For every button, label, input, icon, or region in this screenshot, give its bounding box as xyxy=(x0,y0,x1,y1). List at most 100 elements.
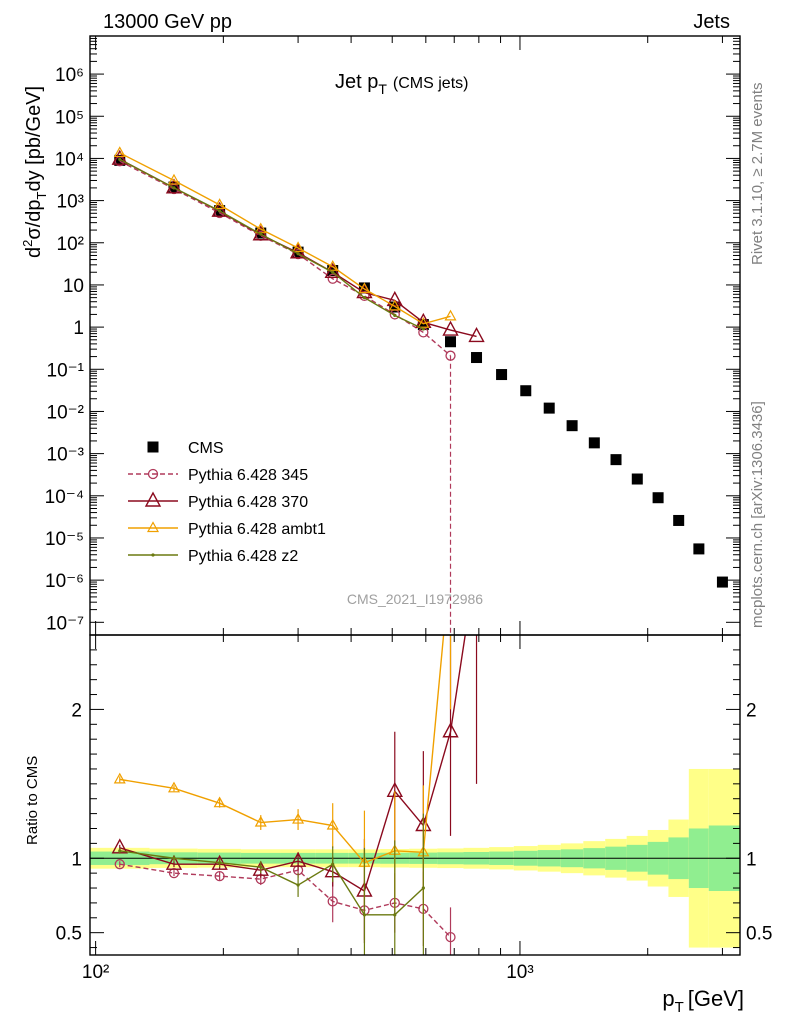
point-pythia-6-428-ambt1 xyxy=(167,173,181,185)
y-tick-label: 10⁵ xyxy=(55,107,84,128)
y-tick-label: 10⁻² xyxy=(47,402,85,423)
y-tick-label: 10⁻⁶ xyxy=(45,571,84,592)
point-pythia-6-428-ambt1 xyxy=(326,260,339,271)
ratio-y-tick-label-right: 2 xyxy=(746,700,757,721)
point-pythia-6-428-z2 xyxy=(172,186,176,190)
point-cms xyxy=(610,454,622,466)
point-pythia-6-428-370 xyxy=(111,149,128,165)
y-axis-label-top: d2σ/dpTdy [pb/GeV] xyxy=(20,86,49,258)
point-pythia-6-428-z2 xyxy=(331,270,335,274)
legend-marker xyxy=(147,441,159,453)
point-cms xyxy=(652,492,664,504)
point-pythia-6-428-ambt1 xyxy=(213,198,226,210)
point-pythia-6-428-ambt1 xyxy=(113,146,126,158)
ratio-y-tick-label-right: 1 xyxy=(746,849,757,870)
legend-label: Pythia 6.428 370 xyxy=(188,494,308,511)
side-label-rivet: Rivet 3.1.10, ≥ 2.7M events xyxy=(749,83,766,266)
point-cms xyxy=(693,543,705,555)
legend-marker xyxy=(144,491,162,507)
ratio-point-pythia-6-428-370 xyxy=(442,722,459,738)
point-cms xyxy=(496,369,508,381)
ratio-y-tick-label: 0.5 xyxy=(56,924,82,945)
ratio-line-pythia-6-428-ambt1 xyxy=(119,635,445,864)
ratio-point-pythia-6-428-z2 xyxy=(296,883,300,887)
ratio-plot-series xyxy=(111,553,484,955)
point-pythia-6-428-370 xyxy=(468,326,485,343)
ratio-point-pythia-6-428-z2 xyxy=(393,913,397,917)
point-pythia-6-428-370 xyxy=(442,320,459,336)
x-tick-label: 10² xyxy=(82,962,109,983)
ratio-point-pythia-6-428-ambt1 xyxy=(326,818,339,830)
legend: CMS Pythia 6.428 345 Pythia 6.428 370 Pythi… xyxy=(128,440,326,565)
main-frame xyxy=(89,35,741,636)
x-tick-label: 10³ xyxy=(506,962,533,983)
legend-label: CMS xyxy=(188,440,224,457)
legend-marker xyxy=(151,553,155,557)
point-pythia-6-428-z2 xyxy=(118,157,122,161)
point-pythia-6-428-370 xyxy=(386,290,403,307)
ratio-point-pythia-6-428-z2 xyxy=(259,865,263,869)
ratio-point-pythia-6-428-345 xyxy=(327,896,338,907)
y-tick-label: 10⁻¹ xyxy=(47,360,85,381)
point-cms xyxy=(520,385,532,397)
point-pythia-6-428-z2 xyxy=(259,232,263,236)
legend-marker xyxy=(146,521,160,533)
point-pythia-6-428-ambt1 xyxy=(388,299,401,311)
point-cms xyxy=(588,437,600,449)
point-cms xyxy=(566,420,578,432)
header-left: 13000 GeV pp xyxy=(103,11,232,33)
y-tick-label: 10⁻⁴ xyxy=(45,487,84,508)
y-tick-label: 1 xyxy=(73,318,84,339)
point-cms xyxy=(716,576,728,588)
x-axis-label: pT [GeV] xyxy=(662,986,744,1016)
legend-marker xyxy=(147,468,159,480)
ratio-point-pythia-6-428-z2 xyxy=(421,886,425,890)
point-pythia-6-428-z2 xyxy=(393,313,397,317)
header-right: Jets xyxy=(693,11,730,33)
ratio-point-pythia-6-428-ambt1 xyxy=(167,781,181,793)
legend-label: Pythia 6.428 z2 xyxy=(188,548,298,565)
ratio-point-pythia-6-428-z2 xyxy=(172,856,176,860)
point-cms xyxy=(417,319,429,331)
ratio-point-pythia-6-428-z2 xyxy=(362,913,367,917)
ratio-point-pythia-6-428-ambt1 xyxy=(213,796,226,808)
point-cms xyxy=(471,352,483,364)
main-plot-series xyxy=(111,146,728,635)
ratio-point-pythia-6-428-ambt1 xyxy=(292,812,305,824)
point-pythia-6-428-z2 xyxy=(362,296,367,300)
plot-title: Jet pT (CMS jets) xyxy=(335,71,468,97)
ratio-point-pythia-6-428-345 xyxy=(445,931,456,943)
point-pythia-6-428-ambt1 xyxy=(417,317,430,328)
point-pythia-6-428-ambt1 xyxy=(444,309,457,321)
ratio-y-tick-label: 1 xyxy=(71,849,82,870)
ratio-point-pythia-6-428-345 xyxy=(114,859,125,870)
ratio-point-pythia-6-428-370 xyxy=(470,553,484,566)
legend-label: Pythia 6.428 345 xyxy=(188,467,308,484)
ratio-point-pythia-6-428-z2 xyxy=(331,862,335,866)
side-label-mcplots: mcplots.cern.ch [arXiv:1306.3436] xyxy=(749,401,766,628)
point-cms xyxy=(445,336,457,348)
plot-title-extra: (CMS jets) xyxy=(393,75,469,92)
ratio-frame xyxy=(89,634,741,956)
y-tick-label: 10⁻⁵ xyxy=(45,529,84,550)
y-tick-label: 10⁻³ xyxy=(47,445,85,466)
point-cms xyxy=(673,514,685,526)
y-tick-label: 10³ xyxy=(57,192,84,213)
ratio-point-pythia-6-428-370 xyxy=(289,851,307,867)
series-line-pythia-6-428-345 xyxy=(119,160,451,357)
y-tick-label: 10² xyxy=(57,234,84,255)
y-tick-label: 10⁻⁷ xyxy=(46,613,84,634)
ratio-y-tick-label-right: 0.5 xyxy=(746,924,772,945)
ratio-point-pythia-6-428-ambt1 xyxy=(254,815,267,827)
series-line-pythia-6-428-ambt1 xyxy=(119,152,451,325)
ratio-point-pythia-6-428-345 xyxy=(214,870,225,882)
ratio-line-pythia-6-428-345 xyxy=(119,863,452,938)
y-tick-label: 10⁶ xyxy=(55,65,84,86)
axes: 10² 10³ 10⁻⁷ 10⁻⁶ 10⁻⁵ 10⁻⁴ 10⁻³ 10⁻² 10⁻¹ 1 10 10²… xyxy=(45,35,772,983)
point-pythia-6-428-z2 xyxy=(218,209,222,213)
ratio-point-pythia-6-428-ambt1 xyxy=(113,772,126,784)
legend-label: Pythia 6.428 ambt1 xyxy=(188,521,326,538)
point-cms xyxy=(358,282,370,294)
ratio-point-pythia-6-428-z2 xyxy=(118,849,122,853)
